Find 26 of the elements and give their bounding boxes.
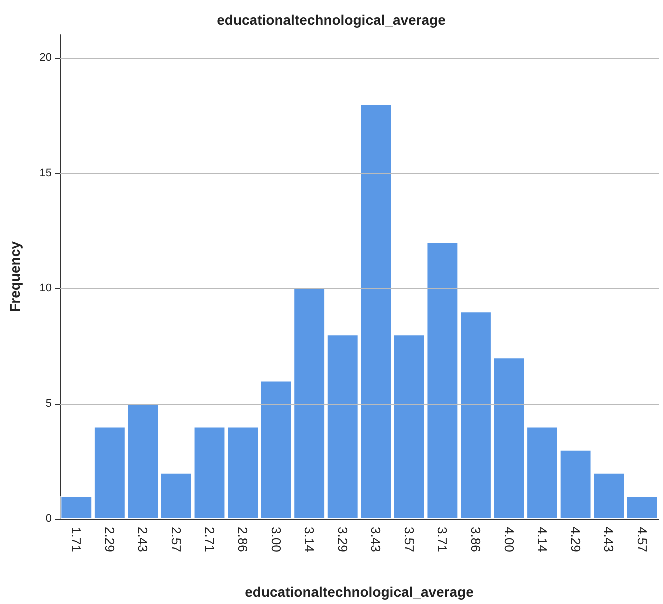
x-tick-label: 2.71 — [202, 527, 218, 552]
x-tick-label: 3.14 — [302, 527, 318, 552]
x-tick-label: 4.43 — [602, 527, 617, 552]
y-tick-label: 15 — [40, 167, 52, 180]
x-axis-title: educationaltechnological_average — [245, 584, 474, 600]
x-tick-label: 4.00 — [502, 527, 517, 552]
y-tick-label: 5 — [46, 398, 52, 410]
y-tick-label: 20 — [40, 52, 52, 64]
x-tick-label: 1.71 — [69, 527, 84, 552]
x-tick-label: 3.86 — [468, 527, 484, 552]
x-tick-label: 2.57 — [168, 527, 184, 552]
x-tick-label: 4.57 — [634, 527, 650, 552]
x-tick-label: 3.71 — [435, 527, 450, 552]
x-tick-label: 2.43 — [136, 527, 151, 552]
x-tick-label: 2.86 — [236, 527, 251, 552]
x-tick-label: 3.29 — [335, 527, 350, 552]
chart-title: educationaltechnological_average — [217, 12, 446, 28]
x-tick-label: 3.00 — [268, 527, 284, 552]
x-tick-label: 4.14 — [535, 527, 550, 552]
x-tick-label: 3.57 — [402, 527, 417, 552]
x-tick-label: 2.29 — [102, 527, 118, 552]
y-axis-title: Frequency — [7, 241, 23, 312]
y-tick-label: 0 — [46, 513, 52, 525]
x-tick-label: 3.43 — [368, 527, 384, 552]
x-tick-label: 4.29 — [568, 527, 584, 552]
y-tick-label: 10 — [40, 282, 52, 295]
